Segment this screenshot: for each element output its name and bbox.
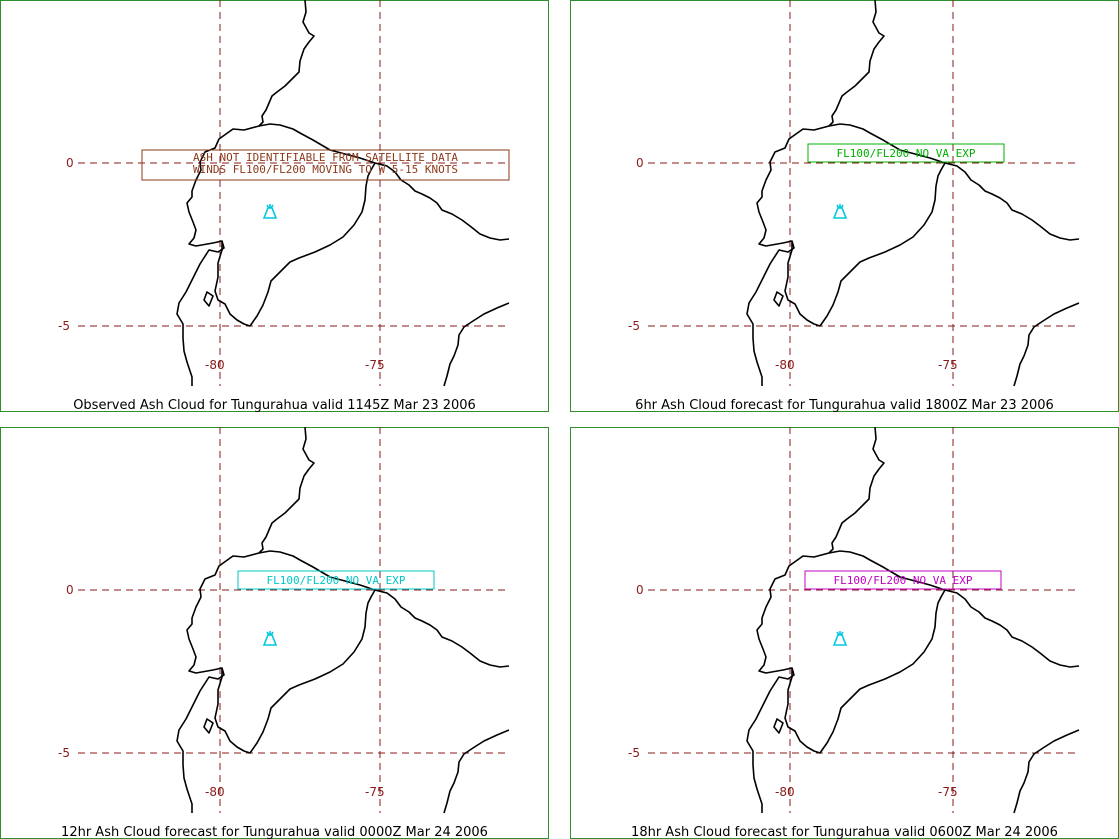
panel-frame <box>570 0 1119 412</box>
lat-tick-label: 0 <box>66 583 74 597</box>
coastline <box>784 589 946 754</box>
ash-map: 0 -5 -80 -75 FL100/FL200 NO VA EXP 18hr Ash C… <box>570 426 1119 839</box>
coastline <box>443 729 510 814</box>
lat-tick-label: 0 <box>636 156 644 170</box>
lon-tick-label: -80 <box>205 785 225 799</box>
ash-forecast-panel: 0 -5 -80 -75 ASH NOT IDENTIFIABLE FROM SATEL… <box>0 0 549 413</box>
coastline-group <box>176 426 510 814</box>
lat-tick-label: -5 <box>58 319 70 333</box>
ash-forecast-panel: 0 -5 -80 -75 FL100/FL200 NO VA EXP 18hr Ash C… <box>570 426 1119 839</box>
coastline <box>203 291 214 307</box>
coastline <box>1013 729 1080 814</box>
coastline <box>746 426 885 813</box>
panel-caption: Observed Ash Cloud for Tungurahua valid … <box>73 398 476 413</box>
coastline <box>176 0 315 386</box>
panel-caption: 12hr Ash Cloud forecast for Tungurahua v… <box>61 825 488 839</box>
advisory-note-line: WINDS FL100/FL200 MOVING TO W 5-15 KNOTS <box>193 163 458 176</box>
lat-tick-label: -5 <box>58 746 70 760</box>
advisory-note-box <box>804 570 1002 590</box>
coastline <box>214 589 376 754</box>
panel-frame <box>0 0 549 412</box>
coastline <box>214 162 376 327</box>
advisory-note-box <box>237 570 435 590</box>
advisory-note-box <box>807 143 1005 163</box>
coastline <box>828 550 1080 668</box>
ash-map: 0 -5 -80 -75 FL100/FL200 NO VA EXP 12hr Ash C… <box>0 426 549 839</box>
advisory-note-line: ASH NOT IDENTIFIABLE FROM SATELLITE DATA <box>193 151 458 164</box>
lat-tick-label: -5 <box>628 746 640 760</box>
coastline-group <box>746 426 1080 814</box>
coastline <box>773 291 784 307</box>
volcano-icon <box>832 204 848 219</box>
advisory-note-line: FL100/FL200 NO VA EXP <box>266 574 405 587</box>
volcano-icon <box>262 631 278 646</box>
ash-forecast-panel: 0 -5 -80 -75 FL100/FL200 NO VA EXP 6hr Ash Cl… <box>570 0 1119 413</box>
coastline <box>443 302 510 387</box>
lon-tick-label: -80 <box>205 358 225 372</box>
advisory-note-box <box>141 149 510 181</box>
coastline <box>176 426 315 813</box>
advisory-note-line: FL100/FL200 NO VA EXP <box>833 574 972 587</box>
volcano-icon <box>262 204 278 219</box>
lon-tick-label: -80 <box>775 785 795 799</box>
coastline <box>828 123 1080 241</box>
ash-forecast-panel: 0 -5 -80 -75 FL100/FL200 NO VA EXP 12hr Ash C… <box>0 426 549 839</box>
panel-caption: 6hr Ash Cloud forecast for Tungurahua va… <box>635 398 1054 413</box>
advisory-note-line: FL100/FL200 NO VA EXP <box>836 147 975 160</box>
coastline-group <box>746 0 1080 387</box>
lon-tick-label: -75 <box>938 358 958 372</box>
lat-tick-label: 0 <box>66 156 74 170</box>
ash-map: 0 -5 -80 -75 FL100/FL200 NO VA EXP 6hr Ash Cl… <box>570 0 1119 413</box>
coastline <box>746 0 885 386</box>
lat-tick-label: -5 <box>628 319 640 333</box>
volcano-icon <box>832 631 848 646</box>
coastline <box>773 718 784 734</box>
panel-frame <box>0 427 549 839</box>
coastline <box>784 162 946 327</box>
lon-tick-label: -75 <box>938 785 958 799</box>
lat-tick-label: 0 <box>636 583 644 597</box>
coastline <box>258 123 510 241</box>
coastline <box>1013 302 1080 387</box>
lon-tick-label: -75 <box>365 785 385 799</box>
ash-map: 0 -5 -80 -75 ASH NOT IDENTIFIABLE FROM SATEL… <box>0 0 549 413</box>
panel-caption: 18hr Ash Cloud forecast for Tungurahua v… <box>631 825 1058 839</box>
coastline <box>203 718 214 734</box>
coastline <box>258 550 510 668</box>
lon-tick-label: -75 <box>365 358 385 372</box>
coastline-group <box>176 0 510 387</box>
panel-frame <box>570 427 1119 839</box>
lon-tick-label: -80 <box>775 358 795 372</box>
